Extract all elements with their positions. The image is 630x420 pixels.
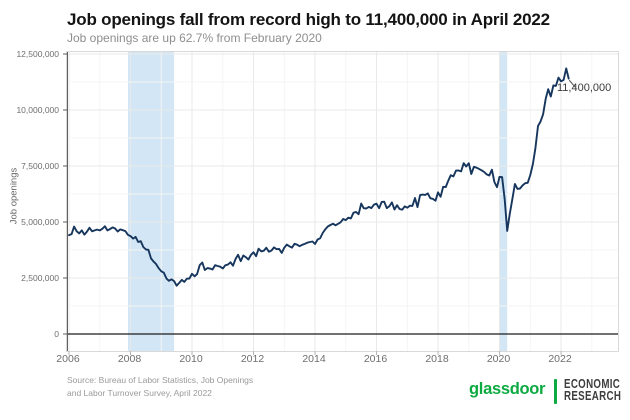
x-tick-label: 2012 <box>240 353 265 365</box>
job-openings-series-line <box>68 67 570 287</box>
x-tick-label: 2008 <box>117 353 142 365</box>
annotation-callout-line <box>568 79 576 88</box>
x-tick-label: 2006 <box>56 353 80 365</box>
y-tick-label: 12,500,000 <box>16 48 59 59</box>
y-tick-label: 2,500,000 <box>21 272 59 283</box>
recession-band <box>128 52 175 351</box>
economic-research-wordmark: ECONOMIC RESEARCH <box>563 377 621 403</box>
recession-band <box>499 52 508 351</box>
x-tick-label: 2010 <box>179 353 203 365</box>
glassdoor-logo: glassdoor <box>469 380 546 398</box>
y-tick-label: 7,500,000 <box>21 160 59 171</box>
source-note: Source: Bureau of Labor Statistics, Job … <box>67 374 253 399</box>
page-title: Job openings fall from record high to 11… <box>67 10 550 29</box>
source-line-2: and Labor Turnover Survey, April 2022 <box>67 387 212 398</box>
y-tick-label: 5,000,000 <box>21 216 59 227</box>
org-line-1: ECONOMIC <box>563 377 620 391</box>
page-subtitle: Job openings are up 62.7% from February … <box>67 31 322 45</box>
job-openings-line-chart <box>63 52 618 355</box>
x-tick-label: 2014 <box>302 353 326 365</box>
latest-value-annotation: 11,400,000 <box>557 82 612 94</box>
x-tick-label: 2018 <box>425 353 449 365</box>
x-tick-label: 2016 <box>363 353 388 365</box>
brand-separator <box>554 379 557 404</box>
y-tick-label: 10,000,000 <box>16 104 59 115</box>
source-line-1: Source: Bureau of Labor Statistics, Job … <box>67 375 254 385</box>
chart-plot-area <box>63 51 619 355</box>
x-tick-label: 2020 <box>486 353 511 365</box>
brand-footer: glassdoor ECONOMIC RESEARCH <box>469 378 630 404</box>
x-tick-label: 2022 <box>548 353 572 365</box>
y-tick-label: 0 <box>54 328 59 339</box>
org-line-2: RESEARCH <box>563 388 621 403</box>
